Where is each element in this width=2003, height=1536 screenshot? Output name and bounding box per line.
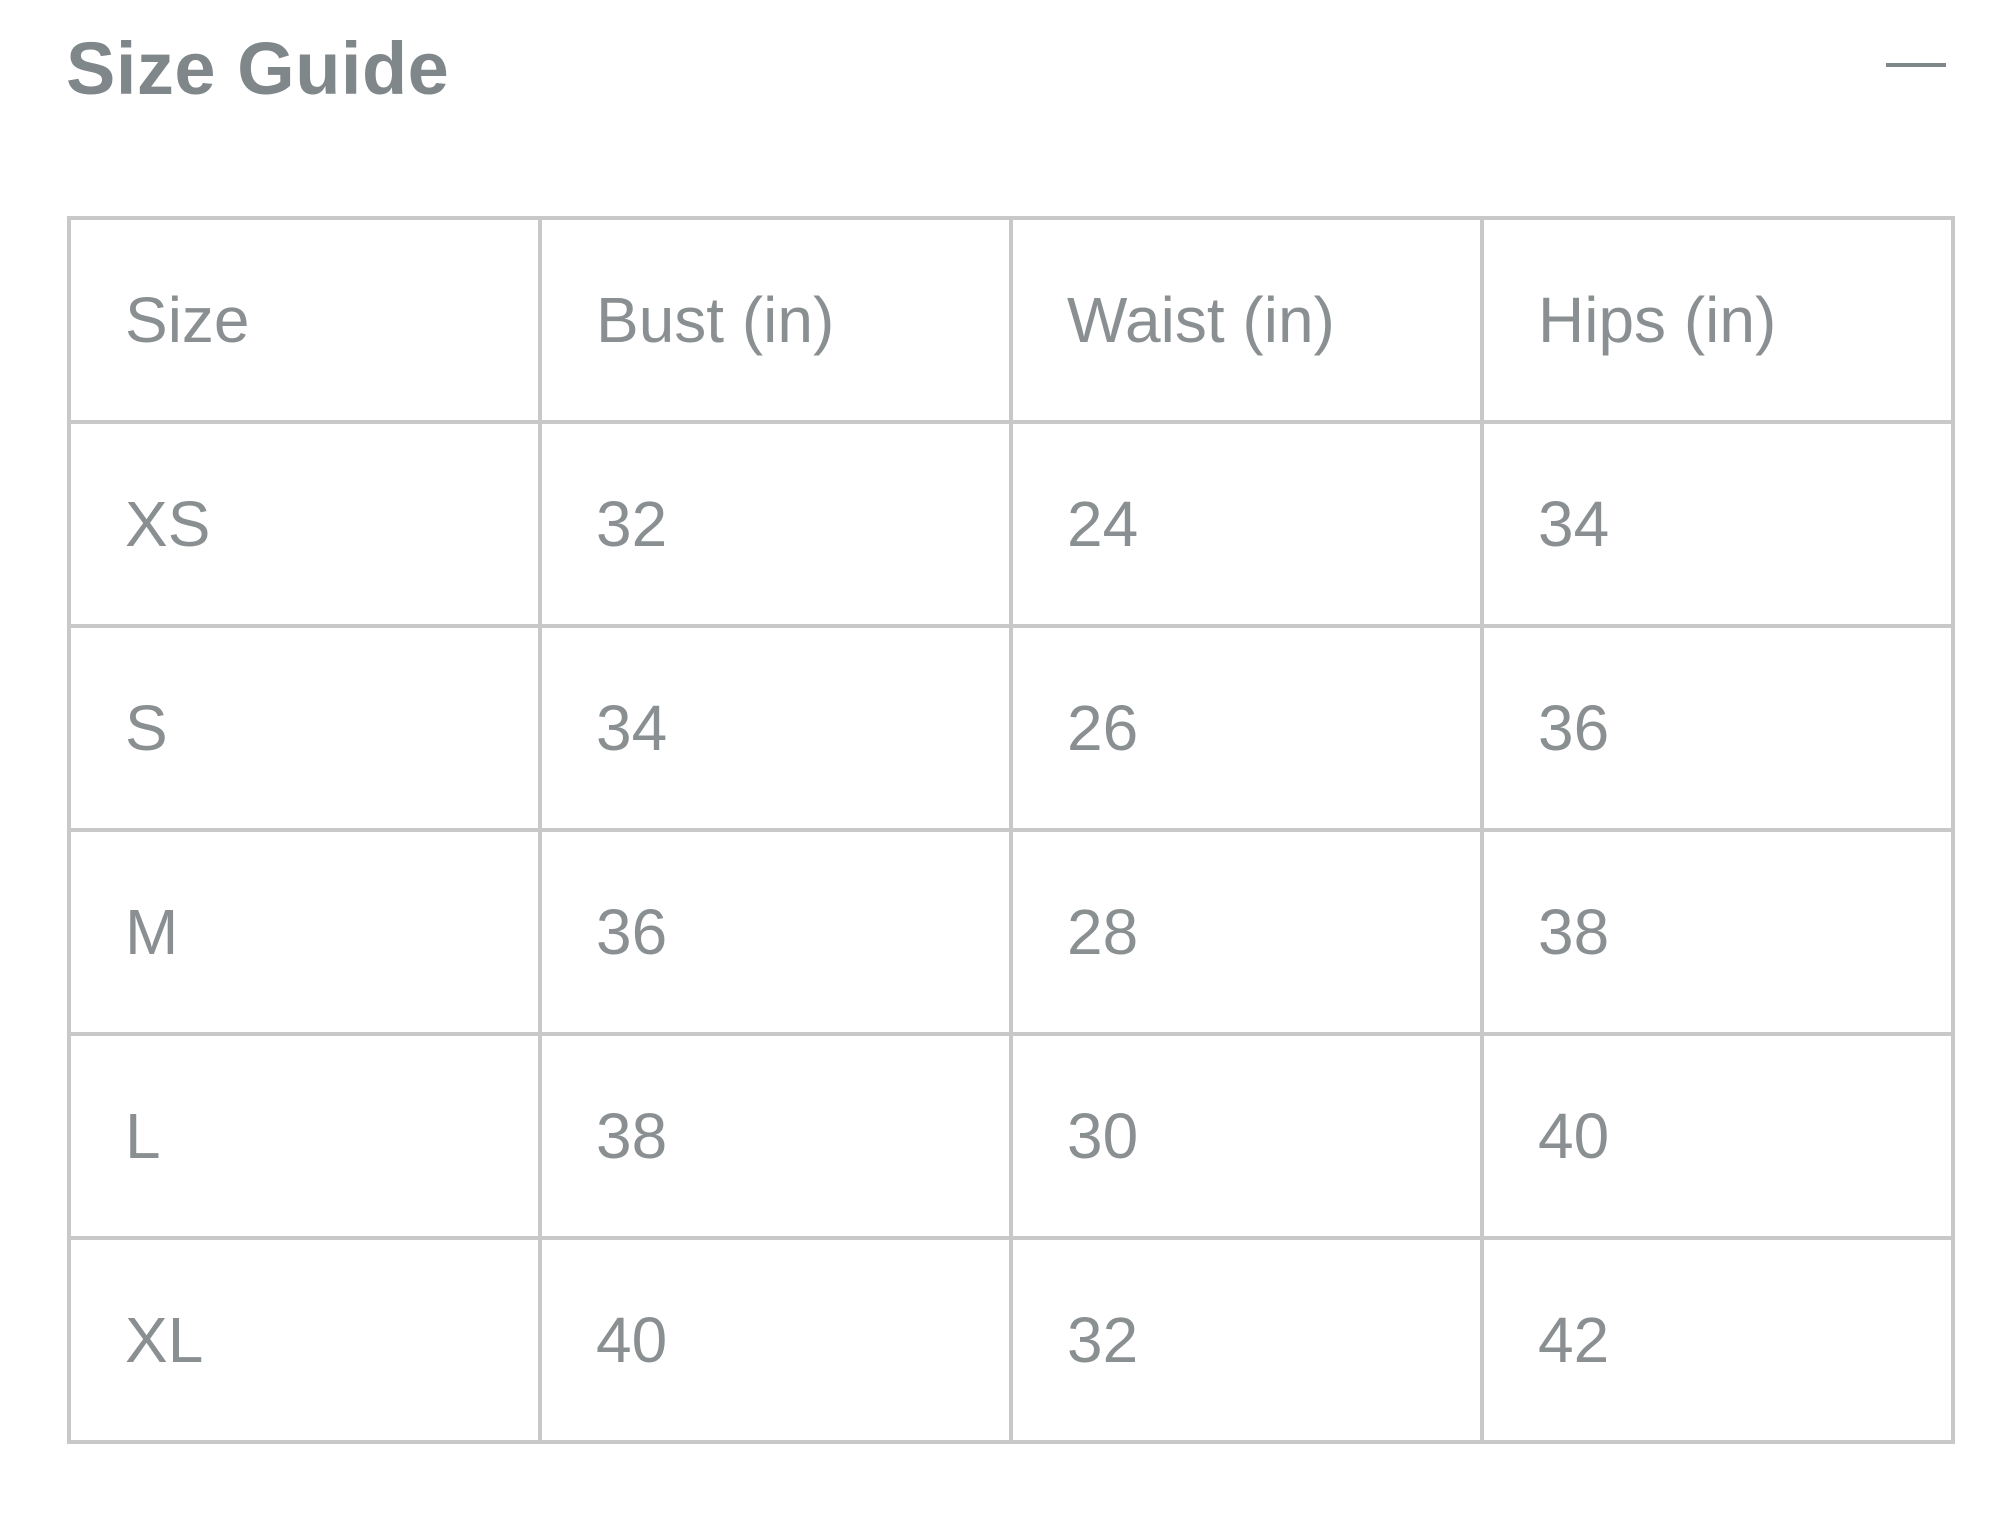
table-cell: 34 — [1480, 420, 1955, 628]
table-cell: 30 — [1009, 1032, 1484, 1240]
table-cell: 40 — [538, 1236, 1013, 1444]
table-row: M 36 28 38 — [67, 828, 1955, 1036]
table-cell: 24 — [1009, 420, 1484, 628]
table-cell: 42 — [1480, 1236, 1955, 1444]
table-cell: S — [67, 624, 542, 832]
table-cell: 26 — [1009, 624, 1484, 832]
table-cell: 38 — [538, 1032, 1013, 1240]
size-guide-table: Size Bust (in) Waist (in) Hips (in) XS 32… — [67, 216, 1955, 1444]
table-cell: 34 — [538, 624, 1013, 832]
table-row: XL 40 32 42 — [67, 1236, 1955, 1444]
table-cell: 40 — [1480, 1032, 1955, 1240]
table-row: S 34 26 36 — [67, 624, 1955, 832]
column-header: Waist (in) — [1009, 216, 1484, 424]
column-header: Hips (in) — [1480, 216, 1955, 424]
table-row: L 38 30 40 — [67, 1032, 1955, 1240]
table-row: XS 32 24 34 — [67, 420, 1955, 628]
table-cell: 36 — [1480, 624, 1955, 832]
table-cell: XS — [67, 420, 542, 628]
column-header: Size — [67, 216, 542, 424]
column-header: Bust (in) — [538, 216, 1013, 424]
table-cell: 32 — [1009, 1236, 1484, 1444]
table-cell: 36 — [538, 828, 1013, 1036]
table-cell: 38 — [1480, 828, 1955, 1036]
table-cell: 32 — [538, 420, 1013, 628]
collapse-button[interactable] — [1884, 50, 1948, 80]
table-cell: L — [67, 1032, 542, 1240]
section-title: Size Guide — [66, 27, 450, 110]
table-cell: 28 — [1009, 828, 1484, 1036]
table-cell: XL — [67, 1236, 542, 1444]
table-cell: M — [67, 828, 542, 1036]
minus-icon — [1886, 63, 1946, 67]
table-header-row: Size Bust (in) Waist (in) Hips (in) — [67, 216, 1955, 424]
